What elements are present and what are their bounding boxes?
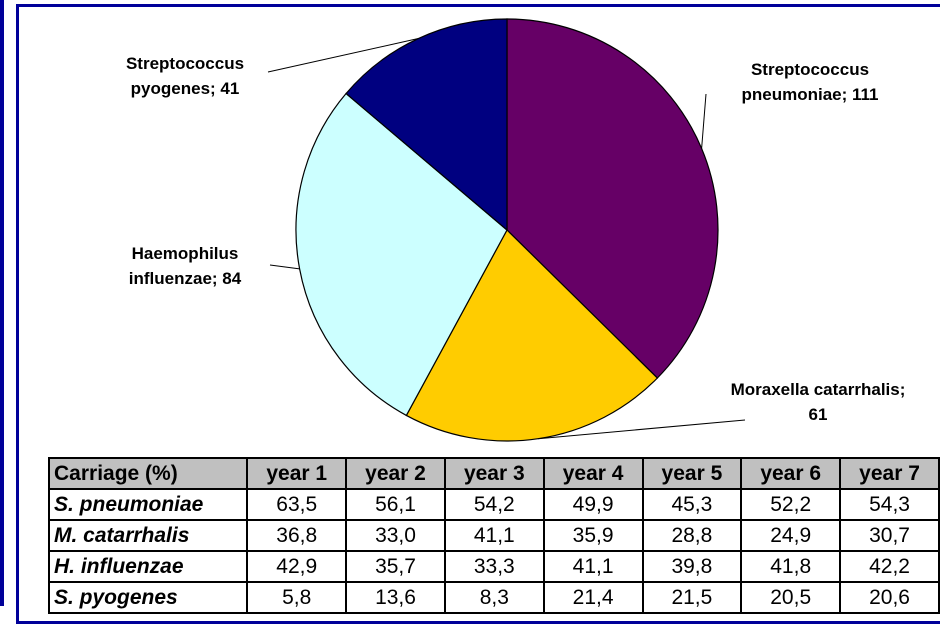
leader-line (267, 38, 419, 73)
table-cell: 24,9 (740, 519, 842, 552)
category-name: Moraxella catarrhalis (730, 380, 900, 399)
table-row: M. catarrhalis 36,8 33,0 41,1 35,9 28,8 24,9 30… (47, 519, 940, 552)
table-cell: 21,4 (542, 581, 644, 614)
value-label: ; 61 (808, 380, 906, 424)
table-cell: year 7 (839, 457, 940, 490)
carriage-table: Carriage (%) year 1 year 2 year 3 year 4 year… (47, 457, 940, 614)
table-cell: 35,9 (542, 519, 644, 552)
value-label: ; 111 (841, 85, 879, 104)
table-cell: 30,7 (839, 519, 940, 552)
leader-line (269, 264, 300, 270)
table-cell: year 5 (641, 457, 743, 490)
table-cell: Carriage (%) (47, 457, 249, 490)
table-cell: year 6 (740, 457, 842, 490)
table-row: S. pneumoniae 63,5 56,1 54,2 49,9 45,3 52,2 54,… (47, 488, 940, 521)
data-label: Streptococcus pyogenes; 41 (90, 51, 280, 101)
table-cell: 20,6 (839, 581, 940, 614)
table-cell: 41,1 (542, 550, 644, 583)
leader-line (701, 93, 707, 149)
table-row: S. pyogenes 5,8 13,6 8,3 21,4 21,5 20,5 20,6 (47, 581, 940, 614)
category-name: Streptococcus pneumoniae (741, 60, 870, 104)
left-bar (0, 0, 4, 606)
category-name: Haemophilus influenzae (128, 244, 239, 288)
table-cell: 56,1 (345, 488, 446, 521)
header-row: Carriage (%) year 1 year 2 year 3 year 4 year… (47, 457, 940, 490)
table-cell: 39,8 (641, 550, 743, 583)
table-cell: 54,3 (839, 488, 940, 521)
table-cell: 41,8 (740, 550, 842, 583)
table-cell: 36,8 (246, 519, 348, 552)
table-cell: year 1 (246, 457, 348, 490)
data-label: Haemophilus influenzae; 84 (90, 241, 280, 291)
table-cell: 20,5 (740, 581, 842, 614)
table-cell: 42,2 (839, 550, 940, 583)
table-cell: 63,5 (246, 488, 348, 521)
pie-slice (405, 229, 659, 442)
leader-line (538, 419, 746, 440)
table-cell: 41,1 (443, 519, 545, 552)
table-cell: 21,5 (641, 581, 743, 614)
table-cell: year 2 (345, 457, 446, 490)
value-label: ; 41 (210, 79, 240, 98)
chart (267, 18, 746, 442)
table-cell: 5,8 (246, 581, 348, 614)
category-name: Streptococcus pyogenes (125, 54, 245, 98)
data-label: Moraxella catarrhalis; 61 (723, 377, 913, 427)
value-label: ; 84 (211, 269, 242, 288)
table-cell: 42,9 (246, 550, 348, 583)
table-cell: 33,0 (345, 519, 446, 552)
table-cell: 28,8 (641, 519, 743, 552)
table-cell: S. pyogenes (47, 581, 249, 614)
table-cell: 35,7 (345, 550, 446, 583)
table-cell: 45,3 (641, 488, 743, 521)
table-cell: H. influenzae (47, 550, 249, 583)
table-cell: 54,2 (443, 488, 545, 521)
pie-slice (295, 92, 508, 417)
table-cell: year 3 (443, 457, 545, 490)
table-cell: 52,2 (740, 488, 842, 521)
pie-slice (506, 18, 719, 379)
table-cell: M. catarrhalis (47, 519, 249, 552)
table-cell: 13,6 (345, 581, 446, 614)
table-cell: 33,3 (443, 550, 545, 583)
table-row: H. influenzae 42,9 35,7 33,3 41,1 39,8 41,8 42,… (47, 550, 940, 583)
table-cell: 49,9 (542, 488, 644, 521)
data-label: Streptococcus pneumoniae; 111 (715, 57, 905, 107)
table-cell: S. pneumoniae (47, 488, 249, 521)
table-cell: 8,3 (443, 581, 545, 614)
table-cell: year 4 (542, 457, 644, 490)
